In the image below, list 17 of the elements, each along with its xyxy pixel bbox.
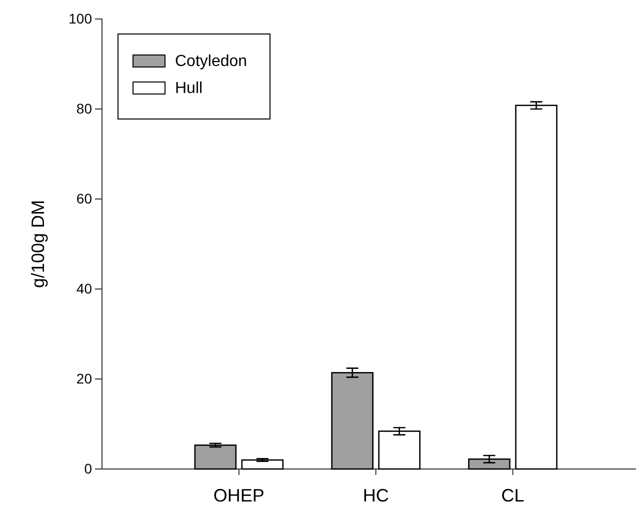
y-tick-label: 20 — [76, 370, 92, 386]
legend-label: Cotyledon — [175, 53, 248, 70]
bar — [468, 458, 510, 470]
bar — [194, 444, 237, 470]
legend-label: Hull — [175, 80, 203, 97]
bar — [241, 459, 284, 470]
x-tick-label: CL — [501, 485, 524, 506]
y-tick-label: 40 — [76, 280, 92, 296]
y-tick-label: 0 — [84, 460, 92, 476]
y-tick-label: 80 — [76, 100, 92, 116]
y-tick-label: 60 — [76, 190, 92, 206]
x-tick-label: OHEP — [213, 485, 264, 506]
y-tick-label: 100 — [68, 10, 92, 26]
y-axis-title: g/100g DM — [28, 200, 48, 288]
bar — [378, 430, 420, 470]
bar — [515, 104, 558, 470]
x-tick-label: HC — [362, 485, 389, 506]
